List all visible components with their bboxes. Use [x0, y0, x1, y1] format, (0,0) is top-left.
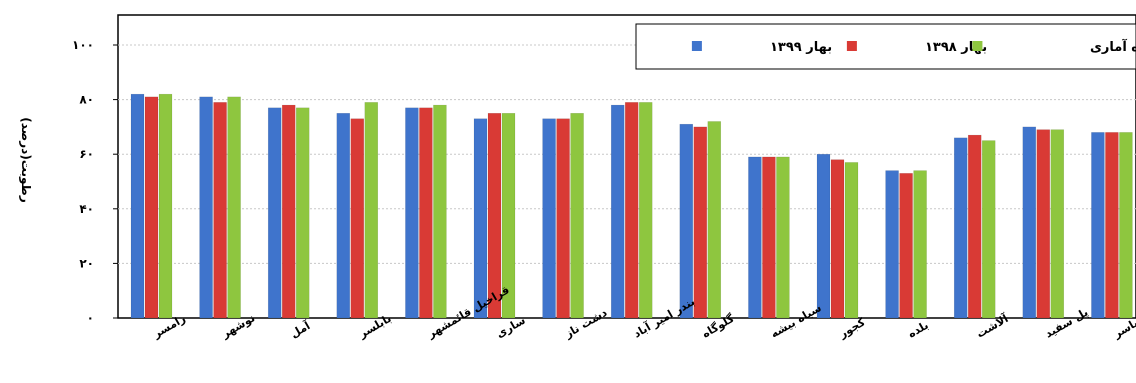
bar	[610, 104, 625, 319]
y-tick-label: ۰	[87, 311, 94, 325]
bar	[748, 156, 762, 319]
y-tick-label: ۴۰	[79, 202, 94, 216]
bars-group	[130, 93, 1133, 319]
bar	[405, 107, 419, 319]
bar	[1036, 129, 1051, 319]
bar	[473, 118, 488, 319]
bar	[281, 104, 296, 319]
bar	[1022, 126, 1037, 319]
bar	[693, 126, 708, 319]
bar	[501, 113, 516, 319]
bar	[542, 118, 556, 319]
bar	[816, 153, 831, 319]
legend-label: بهار ۱۳۹۸	[925, 40, 987, 55]
bar	[487, 113, 502, 319]
bar	[570, 113, 584, 319]
legend: بهار ۱۳۹۹ بهار ۱۳۹۸ بهار دوره آماری	[635, 23, 1136, 70]
bar	[844, 162, 859, 319]
bar	[707, 121, 722, 319]
legend-swatch	[972, 41, 983, 51]
bar	[267, 107, 282, 319]
legend-box	[635, 23, 1136, 70]
legend-label: بهار ۱۳۹۹	[770, 40, 832, 55]
bar	[981, 140, 996, 319]
bar	[885, 170, 899, 319]
x-category-label: بلده	[906, 319, 931, 341]
legend-label: بهار دوره آماری	[1090, 38, 1136, 55]
y-tick-label: ۲۰	[79, 256, 94, 270]
bar	[556, 118, 570, 319]
bar	[776, 156, 790, 319]
bar	[1050, 129, 1065, 319]
y-axis-ticks: ۰ ۲۰ ۴۰ ۶۰ ۸۰ ۱۰۰	[72, 38, 118, 325]
bar	[144, 96, 159, 319]
bar	[830, 159, 845, 319]
bar	[350, 118, 365, 319]
bar	[419, 107, 433, 319]
y-tick-label: ۶۰	[79, 147, 94, 161]
bar	[899, 173, 913, 319]
bar	[433, 104, 447, 319]
y-tick-label: ۱۰۰	[72, 38, 94, 52]
x-category-label: کجور	[836, 315, 868, 341]
y-tick-label: ۸۰	[79, 93, 94, 107]
bar	[953, 137, 968, 319]
bar	[336, 113, 351, 319]
bar	[762, 156, 776, 319]
legend-swatch	[846, 41, 857, 51]
bar	[638, 102, 653, 319]
legend-swatch	[691, 41, 702, 51]
bar	[213, 102, 227, 319]
bar	[130, 93, 145, 319]
bar	[364, 102, 379, 319]
bar	[158, 93, 173, 319]
y-axis-label: رطوبت(درصد)	[18, 117, 33, 203]
bar	[967, 134, 982, 319]
bar	[913, 170, 927, 319]
bar	[1105, 132, 1119, 319]
bar	[227, 96, 241, 319]
bar	[295, 107, 310, 319]
bar	[1091, 132, 1105, 319]
bar	[1119, 132, 1133, 319]
x-category-label: آمل	[288, 318, 313, 340]
bar	[624, 102, 639, 319]
bar	[679, 123, 694, 319]
legend-items: بهار ۱۳۹۹ بهار ۱۳۹۸ بهار دوره آماری	[691, 38, 1136, 55]
bar	[199, 96, 213, 319]
